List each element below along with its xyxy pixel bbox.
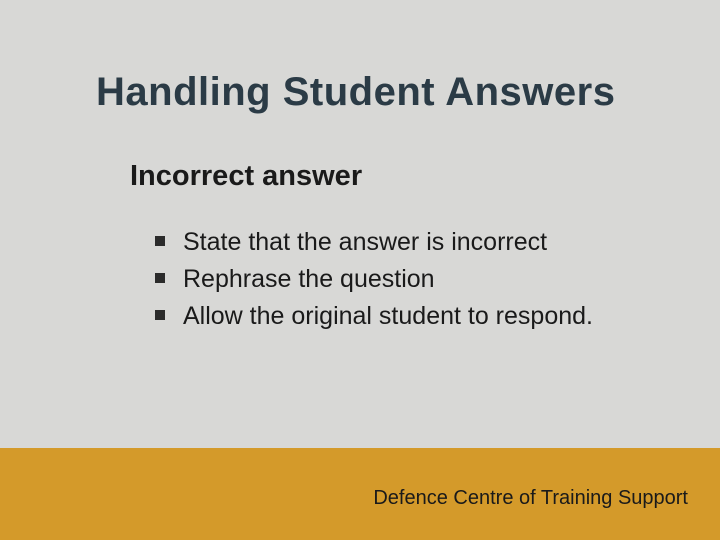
slide: Handling Student Answers Incorrect answe… [0, 0, 720, 540]
square-bullet-icon [155, 310, 165, 320]
slide-subtitle: Incorrect answer [130, 160, 362, 193]
square-bullet-icon [155, 236, 165, 246]
list-item: Rephrase the question [155, 262, 593, 297]
list-item: State that the answer is incorrect [155, 225, 593, 260]
bullet-text: State that the answer is incorrect [183, 228, 547, 256]
square-bullet-icon [155, 273, 165, 283]
slide-title: Handling Student Answers [96, 70, 615, 115]
footer-bar: Defence Centre of Training Support [0, 448, 720, 540]
bullet-text: Rephrase the question [183, 265, 435, 293]
bullet-text: Allow the original student to respond. [183, 302, 593, 330]
list-item: Allow the original student to respond. [155, 299, 593, 334]
footer-text: Defence Centre of Training Support [373, 487, 688, 510]
bullet-list: State that the answer is incorrect Rephr… [155, 225, 593, 336]
